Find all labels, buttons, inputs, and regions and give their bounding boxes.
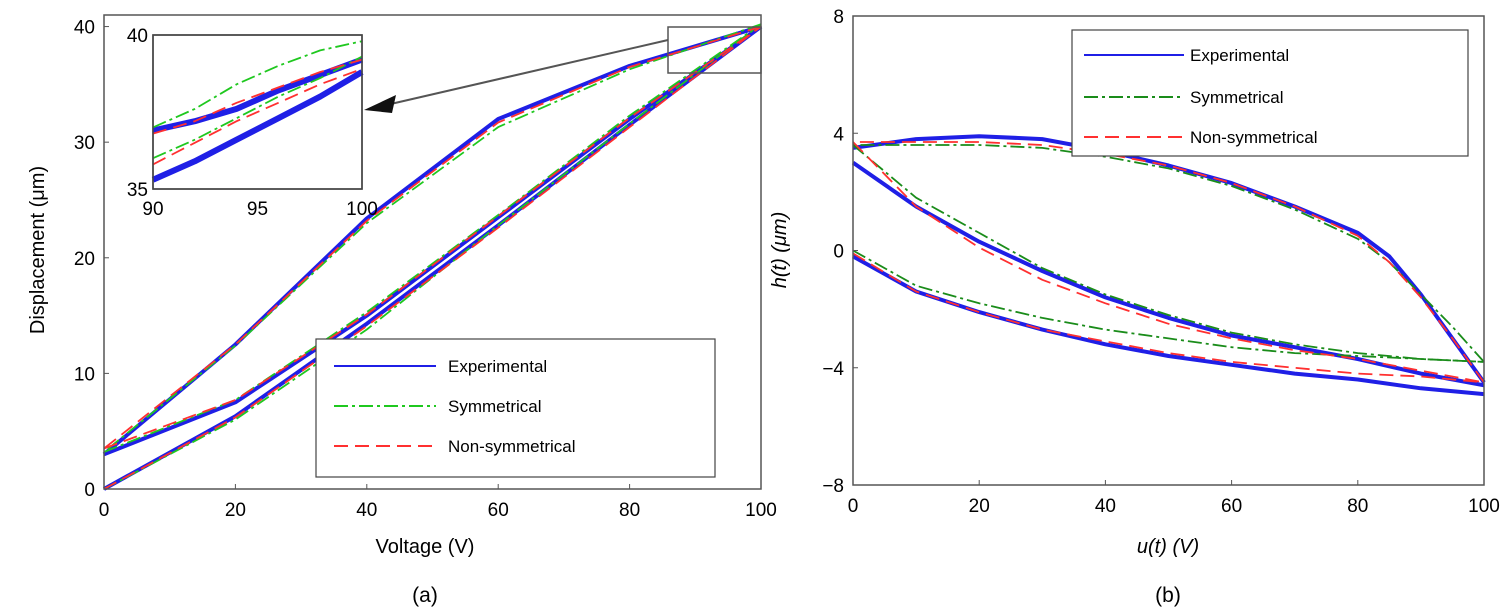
inset-series-symmetrical-segment-1 [152, 55, 363, 160]
inset-series-experimental-segment-1 [151, 69, 364, 183]
inset-y-tick-label-0: 35 [127, 180, 148, 201]
panel-b-x-tick-label-3: 60 [1221, 496, 1242, 517]
inset-plot-area [151, 40, 364, 183]
panel-b-series-symmetrical-segment-2 [852, 144, 1485, 363]
panel-a-series-symmetrical-segment-2 [103, 23, 762, 453]
panel-a-series-non-symmetrical-segment-1 [103, 25, 762, 450]
inset-series-non-symmetrical-segment-0 [152, 58, 363, 135]
panel-a-series-non-symmetrical-segment-0 [103, 25, 762, 490]
panel-a-zoom-box [667, 26, 762, 74]
legend-b-box [1071, 29, 1469, 157]
panel-a-y-tick-label-3: 30 [74, 133, 95, 154]
panel-a-series-experimental-segment-0 [103, 24, 763, 491]
panel-b-y-tick-label-0: −8 [822, 476, 844, 497]
panel-a-series-symmetrical-segment-1 [103, 23, 762, 453]
inset-ticks: 90 95 100 35 40 [127, 26, 378, 220]
panel-b-x-tick-label-0: 0 [848, 496, 859, 517]
panel-b-legend: Experimental Symmetrical Non-symmetrical [1071, 29, 1469, 157]
panel-a-x-tick-label-5: 100 [745, 500, 777, 521]
panel-b-series-experimental-segment-0 [852, 254, 1485, 397]
inset-frame-top [152, 34, 363, 190]
legend-b-entry-experimental: Experimental [1190, 46, 1289, 65]
panel-b-plot-area [851, 134, 1486, 397]
panel-b-caption: (b) [1155, 584, 1181, 607]
panel-b-y-ticks: −8 −4 0 4 8 [822, 7, 858, 497]
panel-b-series-non-symmetrical-segment-1 [853, 141, 1485, 383]
panel-b-y-tick-label-4: 8 [833, 7, 844, 28]
panel-a-frame [103, 14, 762, 490]
panel-a-x-tick-label-3: 60 [488, 500, 509, 521]
panel-a-y-tick-label-2: 20 [74, 249, 95, 270]
legend-a-box [315, 338, 716, 478]
panel-a-legend: Experimental Symmetrical Non-symmetrical [315, 338, 716, 478]
panel-a-y-ticks: 0 10 20 30 40 [74, 18, 109, 501]
panel-a-y-tick-label-1: 10 [74, 364, 95, 385]
inset-series-symmetrical-segment-0 [152, 40, 363, 129]
panel-a: 0 20 40 60 80 100 0 10 20 30 40 Voltage (V) Displ… [27, 14, 777, 607]
panel-a-y-tick-label-4: 40 [74, 18, 95, 39]
panel-b-series-symmetrical-segment-1 [853, 144, 1485, 363]
panel-a-x-tick-label-1: 20 [225, 500, 246, 521]
inset-y-tick-label-1: 40 [127, 26, 148, 47]
panel-b-series-non-symmetrical-segment-2 [852, 141, 1485, 384]
panel-b-y-tick-label-2: 0 [833, 242, 844, 263]
inset-x-tick-label-0: 90 [142, 199, 163, 220]
panel-b-x-axis-label: u(t) (V) [1137, 536, 1199, 558]
panel-b-x-tick-label-2: 40 [1095, 496, 1116, 517]
panel-a-zoom-arrow-line [381, 39, 669, 107]
panel-a-x-tick-label-2: 40 [356, 500, 377, 521]
inset-series-non-symmetrical-segment-1 [152, 68, 363, 166]
panel-a-x-ticks: 0 20 40 60 80 100 [99, 484, 777, 521]
inset-x-tick-label-2: 100 [346, 199, 378, 220]
panel-b-series-non-symmetrical-segment-0 [852, 252, 1485, 384]
panel-a-x-tick-label-4: 80 [619, 500, 640, 521]
panel-a-x-axis-label: Voltage (V) [376, 536, 475, 558]
panel-b-x-tick-label-5: 100 [1468, 496, 1500, 517]
panel-b-x-tick-label-4: 80 [1347, 496, 1368, 517]
panel-b-series-experimental-segment-2 [851, 160, 1485, 388]
legend-a-entry-symmetrical: Symmetrical [448, 397, 542, 416]
panel-b-y-tick-label-3: 4 [833, 124, 844, 145]
panel-a-series-non-symmetrical-segment-2 [103, 25, 762, 450]
panel-b-x-tick-label-1: 20 [969, 496, 990, 517]
panel-a-inset: 90 95 100 35 40 [127, 26, 378, 220]
panel-a-zoom-arrow-head [364, 95, 396, 113]
panel-a-y-axis-label: Displacement (μm) [27, 166, 49, 334]
panel-b-x-ticks: 0 20 40 60 80 100 [848, 480, 1500, 517]
panel-a-y-tick-label-0: 0 [84, 480, 95, 501]
panel-a-series-symmetrical-segment-0 [103, 23, 762, 490]
inset-series-experimental-segment-0 [152, 56, 364, 134]
panel-b-series-symmetrical-segment-0 [852, 249, 1485, 363]
legend-a-entry-experimental: Experimental [448, 357, 547, 376]
panel-a-caption: (a) [412, 584, 438, 607]
panel-b-y-axis-label: h(t) (μm) [769, 212, 791, 289]
inset-x-tick-label-1: 95 [247, 199, 268, 220]
legend-b-entry-symmetrical: Symmetrical [1190, 88, 1284, 107]
legend-a-entry-non-symmetrical: Non-symmetrical [448, 437, 576, 456]
panel-a-x-tick-label-0: 0 [99, 500, 110, 521]
panel-a-plot-area [102, 23, 763, 491]
panel-b-series-experimental-segment-1 [852, 134, 1486, 384]
legend-b-entry-non-symmetrical: Non-symmetrical [1190, 128, 1318, 147]
panel-b-y-tick-label-1: −4 [822, 359, 844, 380]
